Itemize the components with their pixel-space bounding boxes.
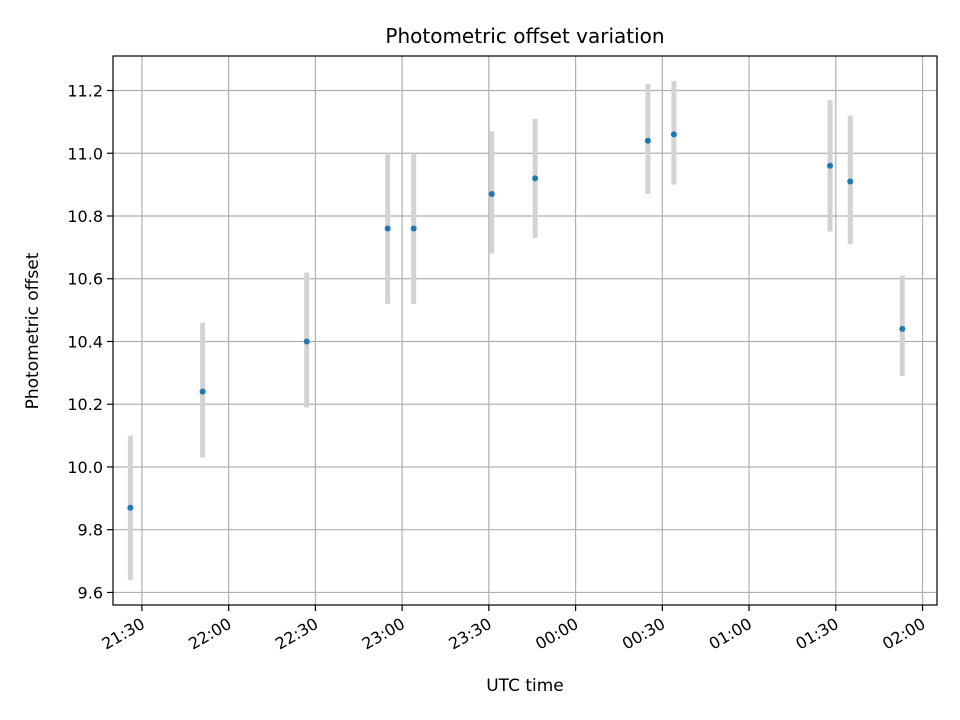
y-tick-label: 10.4 (67, 332, 103, 351)
chart-title: Photometric offset variation (385, 24, 664, 48)
y-tick-label: 10.6 (67, 270, 103, 289)
data-point (670, 131, 677, 138)
data-point (410, 225, 417, 232)
y-tick-label: 11.2 (67, 82, 103, 101)
data-point (532, 175, 539, 182)
data-point (644, 137, 651, 144)
y-tick-label: 10.8 (67, 207, 103, 226)
y-tick-label: 10.2 (67, 395, 103, 414)
data-point (899, 325, 906, 332)
x-axis-label: UTC time (486, 676, 564, 696)
data-point (847, 178, 854, 185)
y-tick-label: 11.0 (67, 144, 103, 163)
y-axis-label: Photometric offset (23, 252, 43, 409)
y-tick-label: 9.6 (78, 583, 103, 602)
plot-area-frame (112, 55, 938, 606)
y-tick-label: 9.8 (78, 521, 103, 540)
data-point (303, 338, 310, 345)
data-points (127, 131, 906, 511)
data-point (127, 504, 134, 511)
data-point (199, 388, 206, 395)
grid-lines (113, 56, 937, 605)
y-tick-label: 10.0 (67, 458, 103, 477)
data-point (384, 225, 391, 232)
data-point (488, 191, 495, 198)
data-point (827, 162, 834, 169)
